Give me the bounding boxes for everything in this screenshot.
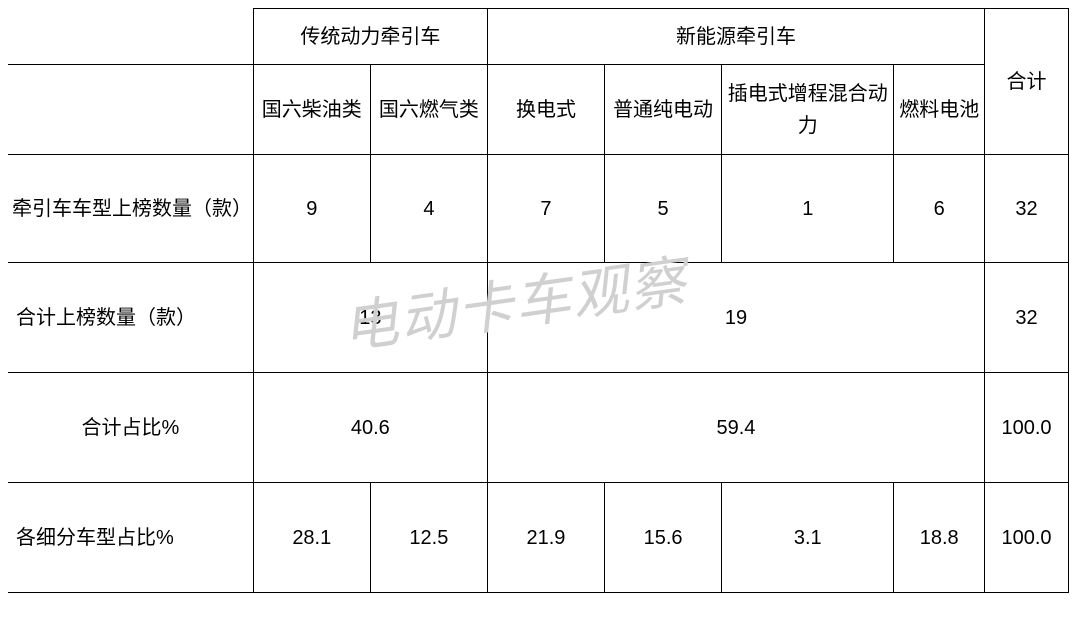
cell-bev-pct: 15.6 [605, 483, 722, 593]
header-total: 合计 [985, 9, 1069, 155]
cell-total-pct: 100.0 [985, 373, 1069, 483]
header-group-row: 传统动力牵引车 新能源牵引车 合计 [8, 9, 1069, 65]
sub-header-row: 国六柴油类 国六燃气类 换电式 普通纯电动 插电式增程混合动力 燃料电池 [8, 65, 1069, 155]
header-traditional: 传统动力牵引车 [253, 9, 487, 65]
cell-fuelcell-pct: 18.8 [894, 483, 985, 593]
subheader-fuelcell: 燃料电池 [894, 65, 985, 155]
table-row: 牵引车车型上榜数量（款） 9 4 7 5 1 6 32 [8, 155, 1069, 263]
row-label-total-count: 合计上榜数量（款） [8, 263, 253, 373]
row-label-total-pct: 合计占比% [8, 373, 253, 483]
cell-traditional-pct: 40.6 [253, 373, 487, 483]
cell-bev-count: 5 [605, 155, 722, 263]
cell-swap-count: 7 [487, 155, 604, 263]
subheader-swap: 换电式 [487, 65, 604, 155]
subheader-gas: 国六燃气类 [370, 65, 487, 155]
cell-gas-count: 4 [370, 155, 487, 263]
cell-newenergy-pct: 59.4 [487, 373, 984, 483]
subheader-phev: 插电式增程混合动力 [722, 65, 894, 155]
empty-corner [8, 9, 253, 65]
cell-phev-pct: 3.1 [722, 483, 894, 593]
cell-newenergy-total: 19 [487, 263, 984, 373]
cell-diesel-count: 9 [253, 155, 370, 263]
cell-total-count: 32 [985, 155, 1069, 263]
cell-fuelcell-count: 6 [894, 155, 985, 263]
table-row: 合计上榜数量（款） 13 19 32 [8, 263, 1069, 373]
subheader-bev: 普通纯电动 [605, 65, 722, 155]
header-new-energy: 新能源牵引车 [487, 9, 984, 65]
subheader-diesel: 国六柴油类 [253, 65, 370, 155]
empty-sub [8, 65, 253, 155]
cell-grand-total: 32 [985, 263, 1069, 373]
row-label-sub-pct: 各细分车型占比% [8, 483, 253, 593]
row-label-model-count: 牵引车车型上榜数量（款） [8, 155, 253, 263]
cell-traditional-total: 13 [253, 263, 487, 373]
table-row: 合计占比% 40.6 59.4 100.0 [8, 373, 1069, 483]
cell-sub-total-pct: 100.0 [985, 483, 1069, 593]
cell-gas-pct: 12.5 [370, 483, 487, 593]
cell-swap-pct: 21.9 [487, 483, 604, 593]
cell-phev-count: 1 [722, 155, 894, 263]
table-row: 各细分车型占比% 28.1 12.5 21.9 15.6 3.1 18.8 10… [8, 483, 1069, 593]
cell-diesel-pct: 28.1 [253, 483, 370, 593]
tractor-data-table: 传统动力牵引车 新能源牵引车 合计 国六柴油类 国六燃气类 换电式 普通纯电动 … [8, 8, 1069, 593]
